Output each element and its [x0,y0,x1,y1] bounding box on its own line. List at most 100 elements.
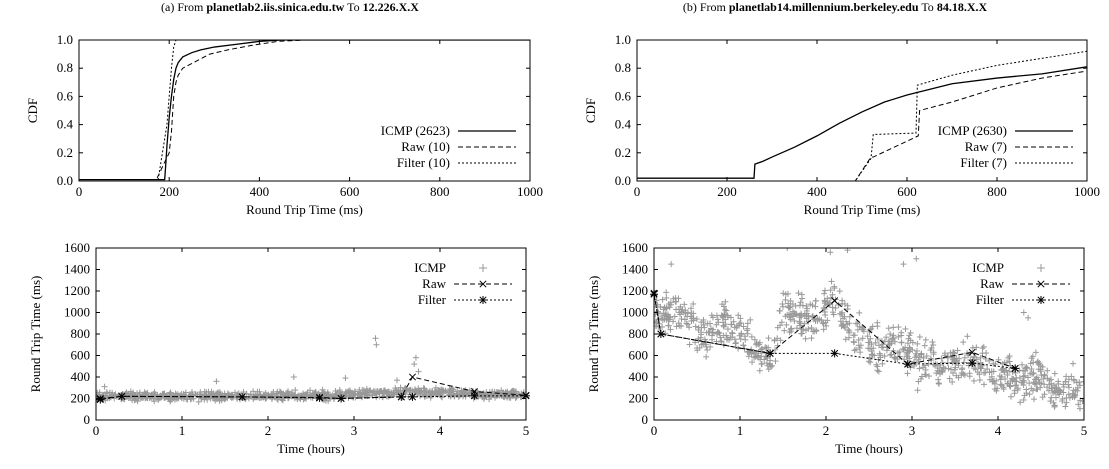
icmp-point [984,366,991,373]
icmp-point [735,312,742,319]
icmp-point [1038,372,1045,379]
icmp-point [800,326,807,333]
icmp-point [1025,374,1032,381]
icmp-point [907,337,914,344]
icmp-cloud-b-time [654,248,1084,412]
icmp-point [1062,378,1069,385]
icmp-point [688,305,695,312]
icmp-point [771,337,778,344]
icmp-point [1070,376,1077,383]
icmp-point [1079,398,1084,405]
icmp-point [793,310,800,317]
icmp-point [1021,367,1028,374]
icmp-point [188,388,195,395]
icmp-point [808,324,815,331]
y-tick-label: 600 [71,348,91,363]
icmp-point [665,322,672,329]
icmp-point [491,388,498,395]
icmp-point [1062,403,1069,410]
icmp-point [916,333,923,340]
icmp-point [896,353,903,360]
icmp-point [869,323,876,330]
icmp-point [692,323,699,330]
icmp-point [881,353,888,360]
icmp-point [256,388,263,395]
icmp-point [930,342,937,349]
panel-b-title-from: planetlab14.millennium.berkeley.edu [728,0,919,14]
icmp-point [145,392,152,399]
icmp-point [724,326,731,333]
icmp-point [250,388,257,395]
icmp-point [737,336,744,343]
series-marker-a-time-2 [470,391,479,400]
icmp-point [724,314,731,321]
icmp-point [923,353,930,360]
icmp-point [707,343,714,350]
icmp-point [1041,381,1048,388]
icmp-point [663,305,670,312]
icmp-point [1020,309,1027,316]
icmp-point [1013,378,1020,385]
x-axis-label: Round Trip Time (ms) [804,202,921,217]
icmp-point [690,315,697,322]
icmp-point [1016,375,1023,382]
icmp-point [309,390,316,397]
icmp-point [1035,361,1042,368]
icmp-point [960,359,967,366]
icmp-point [359,393,366,400]
icmp-point [740,342,747,349]
icmp-point [938,368,945,375]
x-tick-label: 0 [651,423,658,438]
y-tick-label: 800 [71,326,91,341]
icmp-point [1069,394,1076,401]
icmp-point [1023,386,1030,393]
icmp-point [969,344,976,351]
icmp-point [285,388,292,395]
icmp-point [827,287,834,294]
icmp-point [801,311,808,318]
panel-a-title-prefix: (a) From [161,0,207,14]
icmp-point [935,380,942,387]
icmp-point [675,295,682,302]
icmp-point [1072,392,1079,399]
icmp-point [1059,398,1066,405]
series-line-a-cdf-1 [79,40,530,181]
icmp-point [220,394,227,401]
legend-marker [1037,280,1045,288]
icmp-point [821,287,828,294]
legend-label: ICMP (2630) [938,123,1007,138]
series-marker-a-time-2 [315,393,324,402]
icmp-point [1051,402,1058,409]
icmp-point [1063,394,1070,401]
x-tick-label: 800 [430,184,450,199]
icmp-point [980,343,987,350]
icmp-point [213,378,220,385]
icmp-point [1050,399,1057,406]
icmp-point [744,320,751,327]
series-line-a-cdf-0 [79,40,530,181]
icmp-point [927,347,934,354]
icmp-point [939,359,946,366]
icmp-point [686,341,693,348]
icmp-point [720,322,727,329]
y-tick-label: 0.2 [615,145,631,160]
icmp-point [704,320,711,327]
icmp-point [276,388,283,395]
icmp-point [1033,386,1040,393]
series-marker-b-time-2 [968,359,977,368]
icmp-point [933,370,940,377]
icmp-point [1075,401,1082,408]
panel-a-title-from: planetlab2.iis.sinica.edu.tw [206,0,345,14]
icmp-point [221,390,228,397]
icmp-point [729,330,736,337]
icmp-point [877,352,884,359]
icmp-point [385,388,392,395]
icmp-point [972,366,979,373]
legend-label: Filter [976,292,1005,307]
icmp-point [1047,398,1054,405]
icmp-point [871,352,878,359]
series-line-a-cdf-2 [79,40,530,181]
icmp-point [235,390,242,397]
icmp-point [866,354,873,361]
icmp-point [709,329,716,336]
